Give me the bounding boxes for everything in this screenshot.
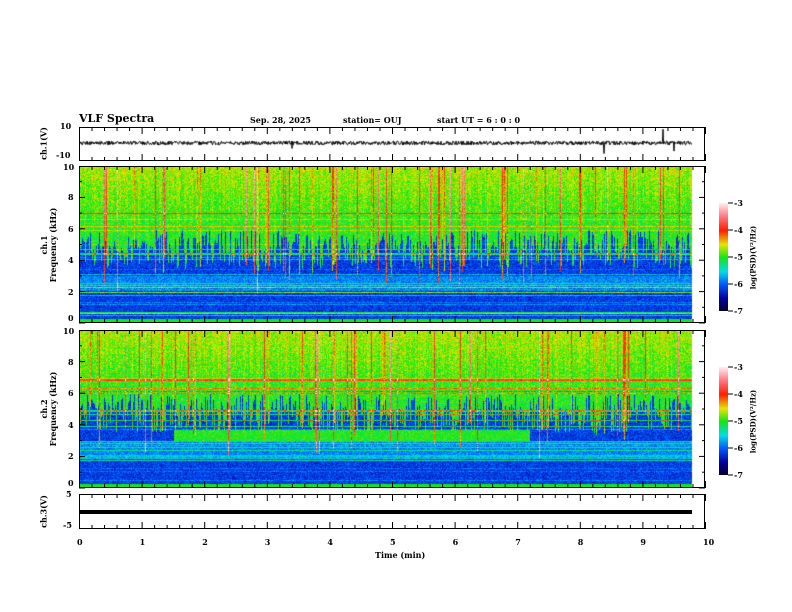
y-tick-label: 5 <box>66 489 72 499</box>
y-tick-label: 10 <box>63 326 75 336</box>
x-tick-label: 9 <box>640 537 646 547</box>
start-time-label: start UT = 6 : 0 : 0 <box>437 115 521 125</box>
colorbar-tick-label: -5 <box>734 252 743 262</box>
colorbar-tick-label: -5 <box>734 416 743 426</box>
x-tick-label: 4 <box>327 537 333 547</box>
station-label: station= OUJ <box>343 115 402 125</box>
ch1-colorbar <box>719 203 728 311</box>
colorbar-tick-label: -7 <box>734 306 743 316</box>
ch1-spectrogram-image <box>80 167 704 322</box>
y-tick-label: 10 <box>63 162 75 172</box>
y-tick-label: 2 <box>68 286 74 297</box>
ch2-colorbar <box>719 367 728 475</box>
x-tick-label: 3 <box>264 537 271 547</box>
x-axis-label: Time (min) <box>375 550 426 560</box>
x-tick-label: 2 <box>202 537 208 547</box>
y-tick-label: 8 <box>68 192 74 203</box>
y-tick-label: 0 <box>68 478 74 488</box>
colorbar-tick-label: -6 <box>734 279 743 289</box>
y-tick-label: 6 <box>68 223 74 234</box>
colorbar-tick-label: -3 <box>734 198 743 208</box>
x-tick-label: 8 <box>577 537 584 547</box>
ch2-spectrogram-image <box>80 331 704 487</box>
y-tick-label: 10 <box>60 121 72 131</box>
y-tick-label: 4 <box>68 419 74 430</box>
colorbar-tick-label: -7 <box>734 470 743 480</box>
colorbar-tick-label: -6 <box>734 443 743 453</box>
y-tick-label: 2 <box>68 451 74 462</box>
colorbar-tick-label: -4 <box>734 389 743 399</box>
y-tick-label: -5 <box>63 520 72 530</box>
y-tick-label: 4 <box>68 255 74 266</box>
colorbar-tick-label: -4 <box>734 225 743 235</box>
x-tick-label: 5 <box>390 537 396 547</box>
date-label: Sep. 28, 2025 <box>250 115 311 125</box>
ch1-spectrogram-panel <box>79 166 705 323</box>
figure-title: VLF Spectra <box>79 112 155 125</box>
x-tick-label: 0 <box>77 537 83 547</box>
x-tick-label: 6 <box>452 537 459 547</box>
y-tick-label: -10 <box>56 150 71 160</box>
x-tick-label: 1 <box>139 537 146 547</box>
ch3-trace <box>80 510 692 514</box>
y-tick-label: 8 <box>68 356 74 367</box>
colorbar-tick-label: -3 <box>734 362 743 372</box>
y-tick-label: 6 <box>68 388 74 399</box>
y-tick-label: 0 <box>68 313 74 323</box>
x-tick-label: 7 <box>515 537 521 547</box>
x-tick-label: 10 <box>703 537 715 547</box>
